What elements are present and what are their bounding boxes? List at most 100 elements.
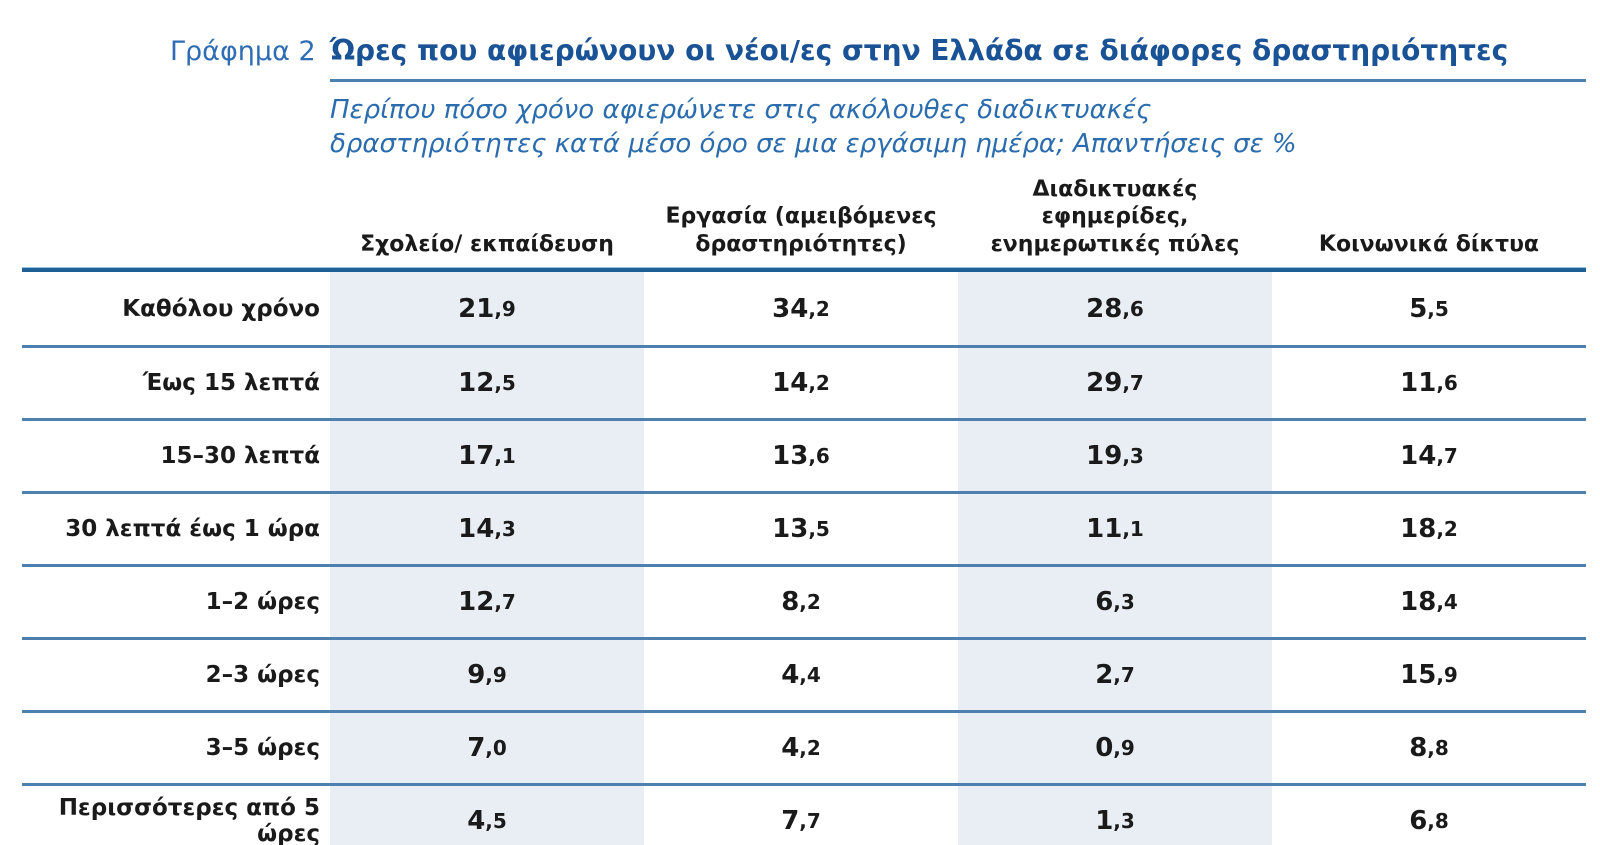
value-cell: 4,2 bbox=[644, 713, 958, 783]
value-cell: 11,6 bbox=[1272, 348, 1586, 418]
value-cell: 13,6 bbox=[644, 421, 958, 491]
value-integer: 19 bbox=[1086, 441, 1123, 472]
figure-header: Γράφημα 2 Ώρες που αφιερώνουν οι νέοι/ες… bbox=[170, 34, 1586, 82]
value-cell: 18,2 bbox=[1272, 494, 1586, 564]
value-integer: 18 bbox=[1400, 514, 1437, 545]
value-cell: 12,5 bbox=[330, 348, 644, 419]
value-cell: 14,2 bbox=[644, 348, 958, 418]
value-cell: 11,1 bbox=[958, 494, 1272, 565]
table-row: 30 λεπτά έως 1 ώρα 14,3 13,5 11,1 18,2 bbox=[22, 491, 1586, 565]
value-decimal: ,2 bbox=[1436, 517, 1458, 542]
value-cell: 18,4 bbox=[1272, 567, 1586, 637]
value-cell: 34,2 bbox=[644, 272, 958, 345]
column-header-paid-work: Εργασία (αμειβόμενες δραστηριότητες) bbox=[665, 204, 937, 257]
value-decimal: ,2 bbox=[808, 296, 830, 321]
value-decimal: ,7 bbox=[494, 590, 516, 615]
value-decimal: ,3 bbox=[1122, 444, 1144, 469]
table-row: 3–5 ώρες 7,0 4,2 0,9 8,8 bbox=[22, 710, 1586, 784]
value-integer: 21 bbox=[458, 293, 495, 324]
value-decimal: ,9 bbox=[494, 296, 516, 321]
value-cell: 14,7 bbox=[1272, 421, 1586, 491]
figure-page: Γράφημα 2 Ώρες που αφιερώνουν οι νέοι/ες… bbox=[0, 34, 1600, 845]
value-decimal: ,5 bbox=[808, 517, 830, 542]
value-cell: 12,7 bbox=[330, 567, 644, 638]
value-cell: 13,5 bbox=[644, 494, 958, 564]
row-label: 1–2 ώρες bbox=[205, 589, 320, 616]
value-decimal: ,7 bbox=[1122, 371, 1144, 396]
value-decimal: ,6 bbox=[808, 444, 830, 469]
row-label: 2–3 ώρες bbox=[205, 662, 320, 689]
value-decimal: ,3 bbox=[1113, 809, 1135, 834]
value-decimal: ,9 bbox=[485, 663, 507, 688]
value-decimal: ,3 bbox=[1113, 590, 1135, 615]
value-integer: 7 bbox=[781, 806, 800, 837]
column-header-online-news: Διαδικτυακές εφημερίδες, ενημερωτικές πύ… bbox=[990, 176, 1240, 257]
table-body: Καθόλου χρόνο 21,9 34,2 28,6 5,5 Έως 15 λεπτά… bbox=[22, 272, 1586, 845]
value-cell: 9,9 bbox=[330, 640, 644, 711]
value-integer: 13 bbox=[772, 514, 809, 545]
value-decimal: ,5 bbox=[1427, 296, 1449, 321]
value-integer: 4 bbox=[781, 733, 800, 764]
value-cell: 28,6 bbox=[958, 272, 1272, 346]
value-cell: 29,7 bbox=[958, 348, 1272, 419]
value-cell: 8,2 bbox=[644, 567, 958, 637]
table-row: Καθόλου χρόνο 21,9 34,2 28,6 5,5 bbox=[22, 272, 1586, 346]
value-decimal: ,2 bbox=[799, 590, 821, 615]
value-decimal: ,8 bbox=[1427, 736, 1449, 761]
column-header-school-education: Σχολείο/ εκπαίδευση bbox=[360, 231, 614, 257]
value-cell: 2,7 bbox=[958, 640, 1272, 711]
value-decimal: ,2 bbox=[808, 371, 830, 396]
row-label: Καθόλου χρόνο bbox=[122, 295, 320, 322]
figure-title: Ώρες που αφιερώνουν οι νέοι/ες στην Ελλά… bbox=[330, 34, 1586, 82]
table-header-row: Σχολείο/ εκπαίδευση Εργασία (αμειβόμενες… bbox=[22, 176, 1586, 268]
value-integer: 8 bbox=[1409, 733, 1428, 764]
value-cell: 17,1 bbox=[330, 421, 644, 492]
value-integer: 0 bbox=[1095, 733, 1114, 764]
value-decimal: ,6 bbox=[1122, 296, 1144, 321]
value-integer: 6 bbox=[1095, 587, 1114, 618]
row-label: 30 λεπτά έως 1 ώρα bbox=[65, 516, 320, 543]
value-integer: 11 bbox=[1400, 368, 1437, 399]
value-integer: 12 bbox=[458, 587, 495, 618]
value-integer: 13 bbox=[772, 441, 809, 472]
value-decimal: ,1 bbox=[1122, 517, 1144, 542]
value-integer: 14 bbox=[1400, 441, 1437, 472]
value-integer: 12 bbox=[458, 368, 495, 399]
row-label: Περισσότερες από 5 ώρες bbox=[58, 795, 320, 845]
value-decimal: ,1 bbox=[494, 444, 516, 469]
value-integer: 2 bbox=[1095, 660, 1114, 691]
value-cell: 7,7 bbox=[644, 786, 958, 845]
value-integer: 11 bbox=[1086, 514, 1123, 545]
value-decimal: ,2 bbox=[799, 736, 821, 761]
value-cell: 15,9 bbox=[1272, 640, 1586, 710]
value-integer: 7 bbox=[467, 733, 486, 764]
table-row: 2–3 ώρες 9,9 4,4 2,7 15,9 bbox=[22, 637, 1586, 711]
value-decimal: ,5 bbox=[494, 371, 516, 396]
figure-label: Γράφημα 2 bbox=[170, 36, 316, 67]
table-row: Περισσότερες από 5 ώρες 4,5 7,7 1,3 6,8 bbox=[22, 783, 1586, 845]
value-integer: 14 bbox=[772, 368, 809, 399]
value-decimal: ,0 bbox=[485, 736, 507, 761]
value-decimal: ,5 bbox=[485, 809, 507, 834]
value-decimal: ,6 bbox=[1436, 371, 1458, 396]
value-integer: 1 bbox=[1095, 806, 1114, 837]
table-row: 15–30 λεπτά 17,1 13,6 19,3 14,7 bbox=[22, 418, 1586, 492]
value-cell: 7,0 bbox=[330, 713, 644, 784]
value-decimal: ,9 bbox=[1436, 663, 1458, 688]
value-cell: 0,9 bbox=[958, 713, 1272, 784]
value-decimal: ,7 bbox=[1113, 663, 1135, 688]
value-integer: 6 bbox=[1409, 806, 1428, 837]
data-table: Σχολείο/ εκπαίδευση Εργασία (αμειβόμενες… bbox=[22, 176, 1586, 845]
value-decimal: ,7 bbox=[799, 809, 821, 834]
value-cell: 21,9 bbox=[330, 272, 644, 346]
value-integer: 29 bbox=[1086, 368, 1123, 399]
header-rule bbox=[22, 267, 1586, 273]
value-integer: 4 bbox=[467, 806, 486, 837]
column-header-social-networks: Κοινωνικά δίκτυα bbox=[1318, 231, 1540, 257]
value-integer: 15 bbox=[1400, 660, 1437, 691]
value-cell: 6,3 bbox=[958, 567, 1272, 638]
value-decimal: ,4 bbox=[799, 663, 821, 688]
row-label: 3–5 ώρες bbox=[205, 735, 320, 762]
value-decimal: ,9 bbox=[1113, 736, 1135, 761]
value-cell: 4,4 bbox=[644, 640, 958, 710]
